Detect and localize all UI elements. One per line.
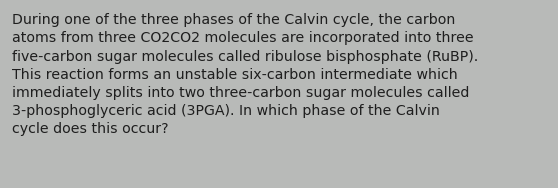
Text: During one of the three phases of the Calvin cycle, the carbon
atoms from three : During one of the three phases of the Ca… xyxy=(12,13,479,136)
